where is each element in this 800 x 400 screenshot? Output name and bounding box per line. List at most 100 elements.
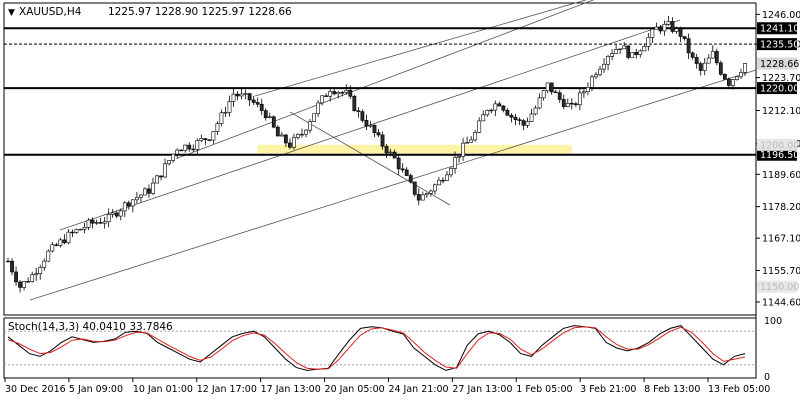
candle bbox=[207, 139, 212, 142]
candle bbox=[453, 151, 457, 174]
candle bbox=[14, 266, 18, 286]
candle bbox=[569, 98, 574, 110]
candle bbox=[316, 100, 321, 118]
candle bbox=[304, 129, 308, 138]
price-tick-label: 1189.60 bbox=[762, 170, 800, 181]
candle bbox=[396, 155, 401, 175]
time-tick-label: 13 Feb 05:00 bbox=[708, 384, 770, 395]
candle bbox=[505, 108, 510, 116]
candle bbox=[26, 277, 31, 283]
candle bbox=[662, 20, 667, 36]
candle bbox=[271, 115, 276, 129]
candle bbox=[74, 228, 79, 234]
price-tick-label: 1155.70 bbox=[762, 266, 800, 277]
candle bbox=[437, 177, 441, 186]
candle bbox=[171, 153, 176, 163]
falling-wedge-line bbox=[289, 111, 451, 206]
candle bbox=[296, 133, 300, 140]
candle bbox=[686, 33, 691, 60]
candle bbox=[328, 86, 333, 102]
candle bbox=[384, 143, 389, 159]
candle bbox=[501, 105, 506, 113]
candle bbox=[308, 119, 312, 134]
candle bbox=[279, 131, 284, 137]
candle bbox=[239, 88, 244, 100]
candle bbox=[372, 124, 377, 138]
candle bbox=[582, 89, 586, 98]
chart-symbol-triangle: ▼ bbox=[8, 8, 15, 18]
candle bbox=[211, 131, 216, 144]
candle bbox=[469, 136, 474, 143]
candle bbox=[147, 184, 151, 198]
candle bbox=[223, 106, 228, 117]
candle bbox=[126, 200, 131, 210]
candle bbox=[58, 237, 63, 248]
candle bbox=[159, 175, 163, 181]
support-zone bbox=[257, 144, 572, 154]
candle bbox=[94, 219, 99, 225]
candle bbox=[710, 45, 715, 59]
candle bbox=[626, 44, 631, 60]
time-tick-label: 27 Jan 13:00 bbox=[452, 384, 512, 395]
candle bbox=[678, 26, 683, 43]
level-badge bbox=[757, 22, 797, 35]
candle bbox=[122, 201, 127, 217]
candle bbox=[86, 218, 91, 231]
candle bbox=[457, 156, 461, 163]
candle bbox=[324, 93, 329, 97]
candle bbox=[622, 41, 627, 50]
candle bbox=[493, 100, 498, 116]
price-tick-label: 1178.20 bbox=[762, 202, 800, 213]
chart-ohlc: 1225.97 1228.90 1225.97 1228.66 bbox=[108, 6, 292, 18]
candle bbox=[690, 51, 695, 60]
candle bbox=[525, 117, 530, 128]
candle bbox=[191, 144, 196, 153]
candle bbox=[545, 82, 550, 94]
candle bbox=[586, 82, 590, 96]
candle bbox=[565, 98, 570, 108]
candle bbox=[50, 242, 55, 253]
candle bbox=[42, 258, 47, 271]
candle bbox=[714, 48, 719, 66]
candle bbox=[175, 148, 180, 160]
candle bbox=[517, 117, 522, 126]
candle bbox=[553, 89, 558, 94]
candle bbox=[638, 49, 643, 58]
candle bbox=[424, 192, 429, 198]
candle bbox=[461, 137, 465, 162]
candle bbox=[420, 191, 425, 201]
candle bbox=[465, 136, 470, 144]
candle bbox=[706, 54, 711, 64]
candle bbox=[10, 258, 14, 276]
candle bbox=[642, 43, 647, 52]
candle bbox=[82, 223, 87, 234]
faded-level-badge bbox=[757, 280, 797, 293]
candle bbox=[481, 110, 486, 122]
candle bbox=[155, 174, 159, 184]
candle bbox=[259, 98, 264, 116]
time-tick-label: 3 Feb 21:00 bbox=[580, 384, 636, 395]
candle bbox=[577, 88, 582, 111]
candle bbox=[445, 170, 449, 182]
candle bbox=[509, 113, 514, 123]
candle bbox=[489, 108, 494, 114]
candle bbox=[139, 194, 143, 203]
candle bbox=[340, 90, 345, 97]
candle bbox=[630, 52, 635, 58]
candle bbox=[151, 177, 155, 195]
candle bbox=[288, 138, 292, 150]
candle bbox=[408, 173, 413, 184]
candle bbox=[195, 138, 200, 156]
candle bbox=[134, 191, 139, 204]
time-tick-label: 5 Jan 09:00 bbox=[69, 384, 123, 395]
candle bbox=[300, 128, 304, 138]
candle bbox=[90, 217, 95, 229]
candle bbox=[292, 133, 296, 150]
candle bbox=[267, 112, 272, 119]
candle bbox=[432, 183, 437, 195]
candle bbox=[30, 271, 35, 283]
candle bbox=[618, 48, 623, 54]
candle bbox=[682, 36, 687, 41]
candle bbox=[54, 242, 59, 247]
